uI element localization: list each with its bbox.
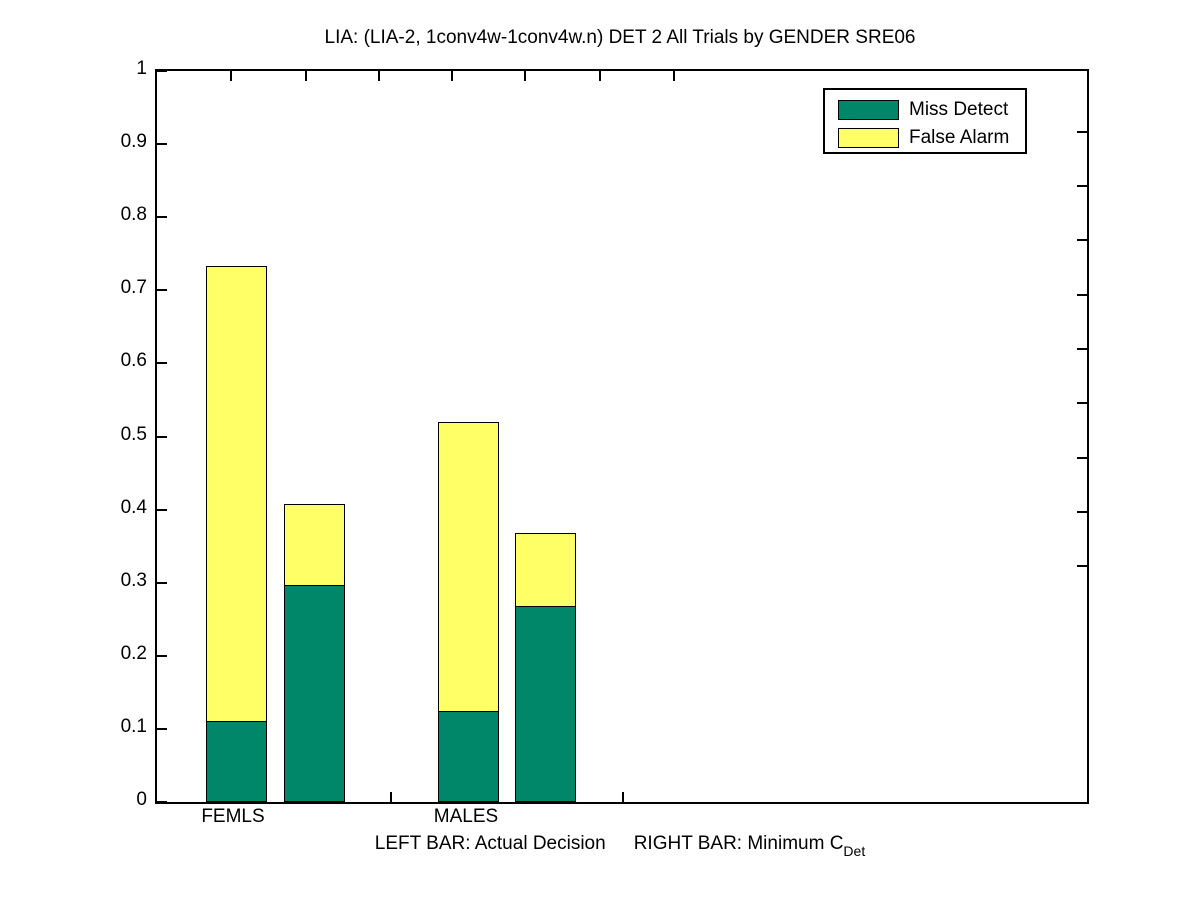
axis-tick-mark — [673, 71, 675, 81]
x-axis-label-left: LEFT BAR: Actual Decision — [374, 833, 606, 854]
axis-tick-mark — [378, 71, 380, 81]
axis-tick-mark — [157, 581, 167, 584]
axis-tick-mark — [451, 71, 453, 81]
chart-title: LIA: (LIA-2, 1conv4w-1conv4w.n) DET 2 Al… — [324, 27, 916, 48]
axis-tick-mark — [157, 727, 167, 730]
bar-segment-false-alarm — [515, 533, 576, 607]
bar-segment-miss-detect — [515, 606, 576, 802]
bar-segment-miss-detect — [284, 585, 345, 802]
axis-tick-mark — [1077, 402, 1087, 404]
bar-segment-false-alarm — [438, 422, 499, 712]
axis-tick-mark — [1077, 239, 1087, 241]
y-axis-tick-label: 0.5 — [120, 423, 147, 445]
y-axis-tick-label: 0.9 — [120, 131, 147, 153]
plot-area — [155, 69, 1089, 804]
legend-label-false-alarm: False Alarm — [909, 127, 1010, 148]
legend: Miss Detect False Alarm — [823, 88, 1027, 154]
axis-tick-mark — [157, 70, 167, 72]
axis-tick-mark — [157, 216, 167, 219]
axis-tick-mark — [157, 362, 167, 365]
axis-tick-mark — [1077, 185, 1087, 187]
axis-tick-mark — [524, 71, 526, 81]
x-axis-label-right: RIGHT BAR: Minimum C — [633, 833, 844, 854]
y-axis-tick-label: 0.2 — [120, 642, 147, 664]
x-axis-label-subscript: Det — [843, 843, 866, 859]
axis-tick-mark — [390, 792, 392, 802]
legend-label-miss-detect: Miss Detect — [909, 99, 1009, 120]
axis-tick-mark — [157, 143, 167, 146]
axis-tick-mark — [157, 654, 167, 657]
bar-segment-miss-detect — [438, 711, 499, 802]
y-axis-tick-label: 0.3 — [120, 569, 147, 591]
bar-segment-false-alarm — [284, 504, 345, 586]
x-axis-label: LEFT BAR: Actual Decision RIGHT BAR: Mini… — [155, 833, 1085, 859]
x-axis-tick-label: MALES — [433, 806, 499, 827]
bar-segment-miss-detect — [206, 721, 267, 802]
legend-item-miss-detect: Miss Detect — [825, 96, 1025, 124]
axis-tick-mark — [230, 71, 232, 81]
legend-swatch-miss-detect — [838, 100, 899, 120]
axis-tick-mark — [157, 435, 167, 438]
axis-tick-mark — [305, 71, 307, 81]
y-axis-tick-label: 0.8 — [120, 204, 147, 226]
x-axis-tick-label: FEMLS — [201, 806, 265, 827]
axis-tick-mark — [157, 508, 167, 511]
y-axis-tick-label: 1 — [136, 58, 147, 79]
axis-tick-mark — [1077, 565, 1087, 567]
axis-tick-mark — [1077, 511, 1087, 513]
axis-tick-mark — [157, 801, 167, 803]
y-axis-tick-label: 0.7 — [120, 277, 147, 299]
axis-tick-mark — [1077, 457, 1087, 459]
axis-tick-mark — [622, 792, 624, 802]
axis-tick-mark — [599, 71, 601, 81]
legend-item-false-alarm: False Alarm — [825, 124, 1025, 152]
bar-segment-false-alarm — [206, 266, 267, 722]
y-axis-tick-label: 0 — [136, 789, 147, 810]
axis-tick-mark — [1077, 131, 1087, 133]
axis-tick-mark — [157, 289, 167, 292]
legend-swatch-false-alarm — [838, 128, 899, 148]
axis-tick-mark — [1077, 294, 1087, 296]
y-axis-tick-label: 0.4 — [120, 496, 147, 518]
y-axis-tick-label: 0.1 — [120, 715, 147, 737]
y-axis-tick-label: 0.6 — [120, 350, 147, 372]
axis-tick-mark — [1077, 348, 1087, 350]
